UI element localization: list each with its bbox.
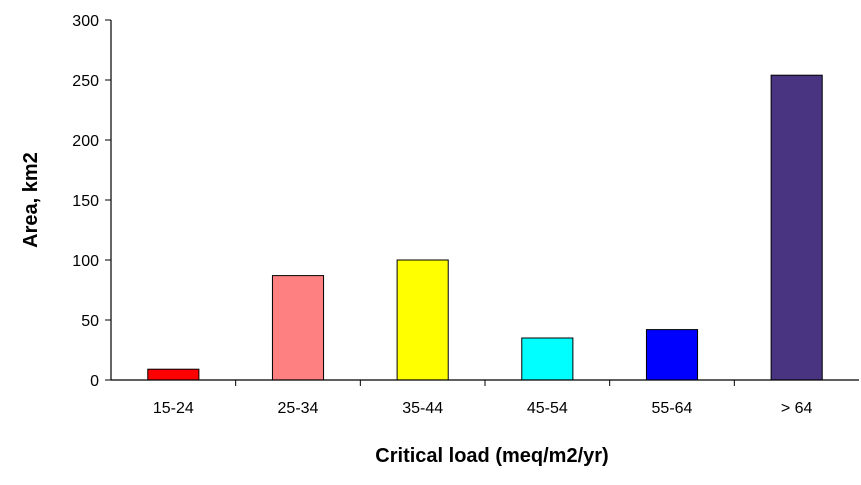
y-tick-label: 200 [72, 133, 99, 150]
y-tick-label: 150 [72, 193, 99, 210]
bar-0 [147, 368, 200, 381]
y-tick-label: 50 [81, 313, 99, 330]
y-tick-label: 100 [72, 253, 99, 270]
y-tick-label: 0 [90, 373, 99, 390]
x-tick-label: 55-64 [652, 400, 693, 417]
x-tick-label: 15-24 [153, 400, 194, 417]
x-tick-label: 25-34 [278, 400, 319, 417]
y-axis-title: Area, km2 [20, 152, 42, 248]
y-axis-ticks: 0 50 100 150 200 250 300 [72, 13, 111, 390]
bar-1 [271, 275, 325, 381]
x-tick-label: > 64 [781, 400, 813, 417]
x-axis-title: Critical load (meq/m2/yr) [375, 445, 608, 467]
bar-3 [521, 337, 574, 381]
y-tick-label: 250 [72, 73, 99, 90]
bar-4 [645, 329, 699, 381]
x-axis-ticks: 15-24 25-34 35-44 45-54 55-64 > 64 [153, 380, 813, 417]
y-tick-label: 300 [72, 13, 99, 30]
x-tick-label: 45-54 [527, 400, 568, 417]
bar-5 [770, 74, 823, 381]
bar-2 [396, 259, 449, 381]
x-tick-label: 35-44 [402, 400, 443, 417]
bars [147, 74, 823, 381]
